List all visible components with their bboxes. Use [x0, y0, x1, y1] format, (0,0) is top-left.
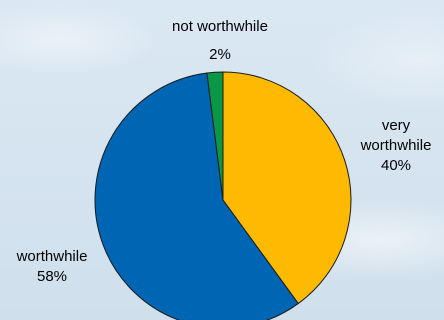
- label-not-worthwhile-percent: 2%: [209, 46, 231, 63]
- label-very-worthwhile-line2: worthwhile: [360, 137, 432, 154]
- label-very-worthwhile-line1: very: [381, 117, 411, 134]
- label-not-worthwhile-name: not worthwhile: [172, 18, 268, 35]
- pie-slice-worthwhile: [94, 72, 299, 320]
- label-worthwhile: worthwhile 58%: [0, 247, 104, 287]
- label-very-worthwhile-percent: 40%: [380, 157, 412, 174]
- pie-slice-not-worthwhile: [206, 71, 224, 201]
- label-very-worthwhile: very worthwhile 40%: [348, 116, 444, 176]
- label-worthwhile-name: worthwhile: [16, 248, 88, 265]
- label-worthwhile-percent: 58%: [36, 268, 68, 285]
- label-not-worthwhile: not worthwhile 2%: [145, 17, 295, 65]
- pie-slice-very-worthwhile: [222, 71, 352, 305]
